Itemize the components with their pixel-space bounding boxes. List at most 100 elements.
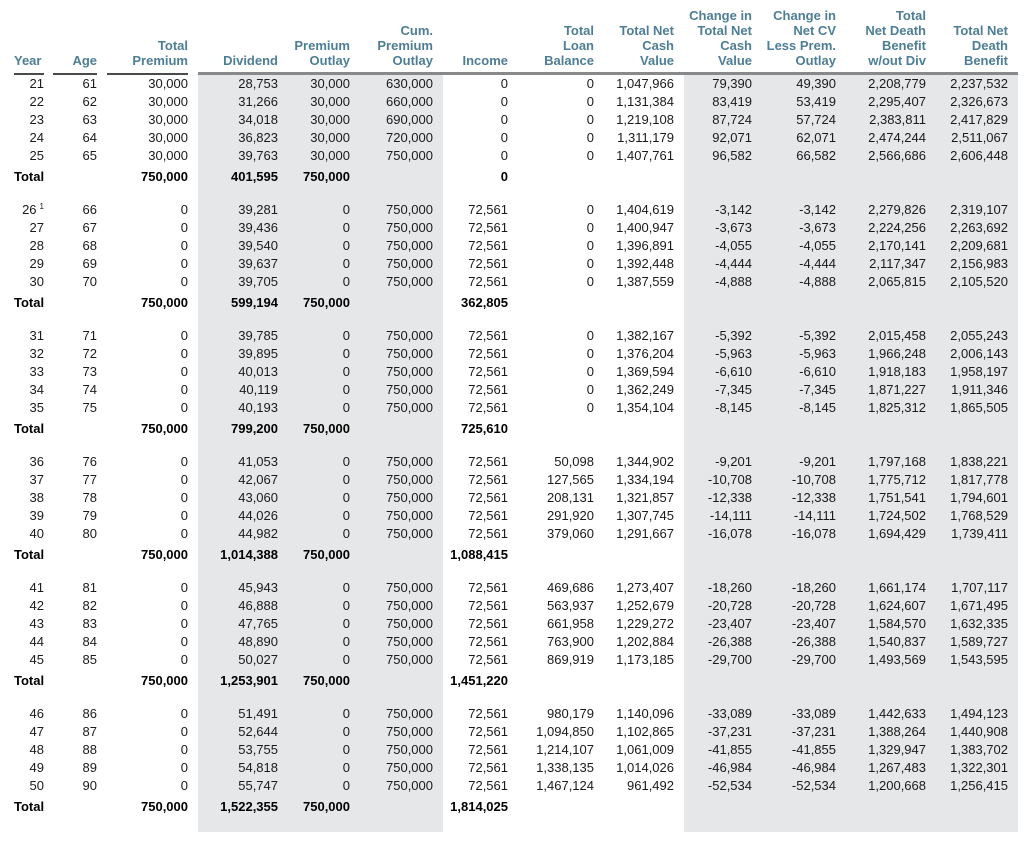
cell-total_net_cash_value: 1,369,594 [616, 364, 674, 379]
data-row: 32 72 0 39,895 0 750,000 72,561 0 1,376,204 -5,96… [6, 345, 1018, 363]
cell-total_net_death_benefit: 2,511,067 [936, 129, 1018, 147]
cell-income: 72,561 [468, 238, 508, 253]
cell-total_net_death_benefit_wout_div: 1,267,483 [846, 759, 936, 777]
cell-total_net_cash_value [604, 692, 684, 705]
cell-total_net_death_benefit: 1,322,301 [936, 759, 1018, 777]
cell-age: 63 [82, 112, 97, 127]
cell-year [6, 188, 53, 201]
data-row: 45 85 0 50,027 0 750,000 72,561 869,919 1,173,18… [6, 651, 1018, 669]
cell-change_total_net_cash_value: -8,145 [684, 399, 762, 417]
cell-cum_premium_outlay: 750,000 [360, 399, 443, 417]
cell-total_loan_balance: 980,179 [547, 706, 594, 721]
cell-cum_premium_outlay: 750,000 [360, 363, 443, 381]
cell-age: 89 [82, 760, 97, 775]
cell-change_total_net_cash_value [684, 165, 762, 188]
cell-age: 70 [82, 274, 97, 289]
cell-total_net_cash_value [604, 440, 684, 453]
column-header-total_net_death_benefit: Total Net Death Benefit [936, 8, 1018, 75]
cell-dividend: 39,785 [198, 327, 288, 345]
cell-cum_premium_outlay: 750,000 [360, 759, 443, 777]
cell-change_net_cv_less_prem_outlay: -18,260 [762, 579, 846, 597]
cell-dividend: 48,890 [198, 633, 288, 651]
cell-total_premium: 750,000 [141, 169, 188, 184]
cell-cum_premium_outlay [360, 566, 443, 579]
cell-total_premium: 750,000 [141, 547, 188, 562]
cell-change_net_cv_less_prem_outlay [762, 566, 846, 579]
cell-total_net_cash_value: 1,291,667 [616, 526, 674, 541]
cell-total_net_death_benefit: 2,606,448 [936, 147, 1018, 165]
cell-age [53, 818, 107, 832]
cell-year: 29 [29, 256, 44, 271]
cell-total_net_cash_value: 1,396,891 [616, 238, 674, 253]
cell-year: 32 [29, 346, 44, 361]
cell-total_net_cash_value [604, 566, 684, 579]
cell-total_loan_balance [518, 566, 604, 579]
cell-total_loan_balance: 0 [586, 382, 594, 397]
cell-cum_premium_outlay [360, 669, 443, 692]
cell-total_net_death_benefit_wout_div: 1,797,168 [846, 453, 936, 471]
cell-total_loan_balance: 127,565 [547, 472, 594, 487]
cell-age [53, 795, 107, 818]
cell-total_loan_balance [518, 417, 604, 440]
cell-cum_premium_outlay: 750,000 [360, 723, 443, 741]
data-row: 46 86 0 51,491 0 750,000 72,561 980,179 1,140,09… [6, 705, 1018, 723]
cell-change_total_net_cash_value: -41,855 [684, 741, 762, 759]
cell-total_premium: 0 [180, 328, 188, 343]
cell-premium_outlay: 0 [288, 363, 360, 381]
cell-change_net_cv_less_prem_outlay: 49,390 [762, 75, 846, 93]
cell-change_total_net_cash_value: -20,728 [684, 597, 762, 615]
cell-total_premium: 0 [180, 634, 188, 649]
cell-total_net_death_benefit_wout_div: 1,775,712 [846, 471, 936, 489]
cell-total_premium: 0 [180, 346, 188, 361]
cell-total_net_cash_value: 1,404,619 [616, 202, 674, 217]
cell-total_loan_balance: 50,098 [554, 454, 594, 469]
cell-total_net_death_benefit: 1,817,778 [936, 471, 1018, 489]
cell-dividend: 51,491 [198, 705, 288, 723]
data-row: 27 67 0 39,436 0 750,000 72,561 0 1,400,947 -3,67… [6, 219, 1018, 237]
cell-total_premium: 30,000 [148, 130, 188, 145]
cell-age: 75 [82, 400, 97, 415]
cell-change_total_net_cash_value: -52,534 [684, 777, 762, 795]
cell-dividend: 43,060 [198, 489, 288, 507]
cell-change_total_net_cash_value [684, 795, 762, 818]
cell-change_net_cv_less_prem_outlay [762, 314, 846, 327]
column-header-total_net_cash_value: Total Net Cash Value [604, 8, 684, 75]
cell-premium_outlay: 0 [288, 453, 360, 471]
cell-dividend [198, 314, 288, 327]
cell-change_total_net_cash_value: -46,984 [684, 759, 762, 777]
cell-total_premium: 0 [180, 580, 188, 595]
data-row: 43 83 0 47,765 0 750,000 72,561 661,958 1,229,27… [6, 615, 1018, 633]
cell-change_total_net_cash_value: -16,078 [684, 525, 762, 543]
cell-age [53, 165, 107, 188]
data-row: 31 71 0 39,785 0 750,000 72,561 0 1,382,167 -5,39… [6, 327, 1018, 345]
cell-total_net_death_benefit [936, 165, 1018, 188]
cell-total_premium: 750,000 [141, 295, 188, 310]
cell-total_net_death_benefit_wout_div: 1,871,227 [846, 381, 936, 399]
cell-income: 72,561 [468, 616, 508, 631]
cell-total_loan_balance [518, 818, 604, 832]
cell-age: 83 [82, 616, 97, 631]
cell-dividend: 599,194 [198, 291, 288, 314]
cell-premium_outlay: 0 [288, 705, 360, 723]
cell-dividend: 39,281 [198, 201, 288, 219]
cell-total_loan_balance: 563,937 [547, 598, 594, 613]
cell-dividend: 42,067 [198, 471, 288, 489]
cell-total_premium: 750,000 [141, 799, 188, 814]
cell-change_total_net_cash_value: 83,419 [684, 93, 762, 111]
cell-total_net_death_benefit_wout_div: 1,493,569 [846, 651, 936, 669]
cell-total_net_death_benefit_wout_div [846, 566, 936, 579]
cell-year: 48 [29, 742, 44, 757]
cell-total_net_cash_value: 1,376,204 [616, 346, 674, 361]
cell-income: 72,561 [468, 202, 508, 217]
cell-total_loan_balance: 0 [586, 76, 594, 91]
cell-income: 72,561 [468, 526, 508, 541]
cell-cum_premium_outlay: 750,000 [360, 201, 443, 219]
cell-total_premium: 0 [180, 778, 188, 793]
cell-age: 64 [82, 130, 97, 145]
cell-total_premium: 30,000 [148, 94, 188, 109]
cell-age: 84 [82, 634, 97, 649]
cell-total_loan_balance [518, 543, 604, 566]
cell-dividend: 53,755 [198, 741, 288, 759]
cell-cum_premium_outlay [360, 165, 443, 188]
cell-total_loan_balance: 0 [586, 238, 594, 253]
